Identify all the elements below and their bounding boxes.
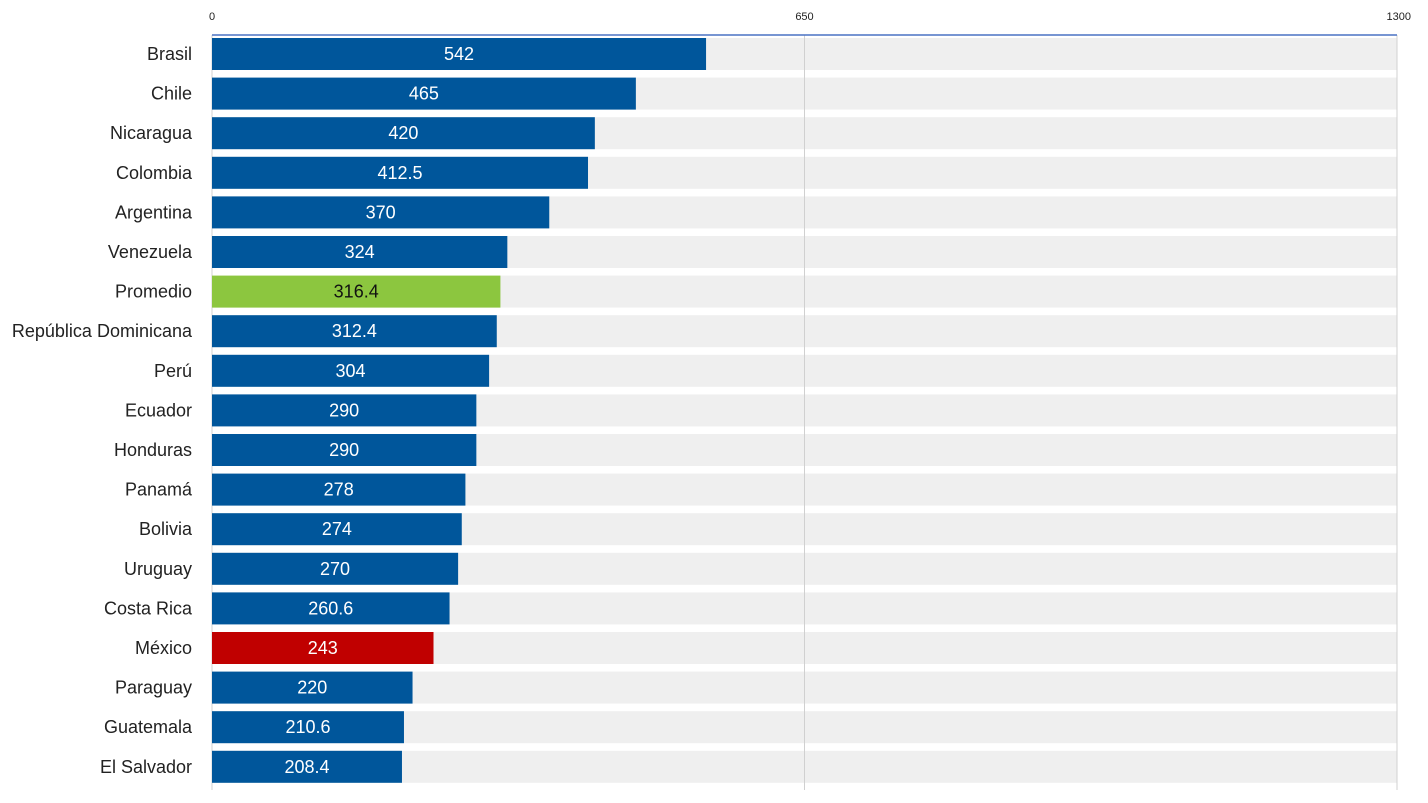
category-label: Ecuador	[125, 400, 192, 420]
category-label: El Salvador	[100, 757, 192, 777]
category-label: Nicaragua	[110, 123, 193, 143]
value-label: 312.4	[332, 321, 377, 341]
value-label: 208.4	[284, 757, 329, 777]
category-label: Guatemala	[104, 717, 193, 737]
category-label: Chile	[151, 84, 192, 104]
category-label: Argentina	[115, 202, 193, 222]
category-label: Colombia	[116, 163, 193, 183]
x-tick-label: 1300	[1387, 11, 1411, 23]
value-label: 542	[444, 44, 474, 64]
value-label: 270	[320, 559, 350, 579]
value-label: 220	[297, 678, 327, 698]
bar	[212, 750, 402, 783]
category-label: Promedio	[115, 282, 192, 302]
bar	[212, 196, 550, 229]
bar	[212, 434, 477, 466]
bars	[212, 38, 707, 783]
value-label: 290	[329, 400, 359, 420]
value-label: 278	[324, 480, 354, 500]
value-label: 243	[308, 638, 338, 658]
value-label: 304	[336, 361, 366, 381]
value-label: 274	[322, 519, 352, 539]
value-label: 465	[409, 84, 439, 104]
category-labels: Brasil Chile Nicaragua Colombia Argentina Ven…	[12, 44, 193, 777]
bar	[212, 38, 707, 70]
value-label: 260.6	[308, 598, 353, 618]
value-label: 370	[366, 202, 396, 222]
value-label: 290	[329, 440, 359, 460]
category-label: Uruguay	[124, 559, 192, 579]
value-label: 420	[388, 123, 418, 143]
value-label: 412.5	[377, 163, 422, 183]
bar	[212, 632, 434, 664]
category-label: Panamá	[125, 480, 193, 500]
x-axis: 0 650 1300	[209, 11, 1411, 36]
category-label: Costa Rica	[104, 598, 193, 618]
category-label: Perú	[154, 361, 192, 381]
bar	[212, 473, 466, 506]
bar	[212, 592, 450, 625]
x-tick-label: 0	[209, 11, 215, 23]
category-label: República Dominicana	[12, 321, 193, 341]
category-label: Brasil	[147, 44, 192, 64]
bar	[212, 156, 589, 189]
bar	[212, 552, 459, 585]
bar	[212, 711, 404, 744]
category-label: Paraguay	[115, 678, 192, 698]
bar	[212, 394, 477, 427]
category-label: Honduras	[114, 440, 192, 460]
category-label: México	[135, 638, 192, 658]
bar	[212, 117, 595, 150]
bar	[212, 77, 636, 110]
bar	[212, 671, 413, 704]
category-label: Venezuela	[108, 242, 193, 262]
bar	[212, 236, 508, 268]
value-label: 210.6	[285, 717, 330, 737]
bar	[212, 513, 462, 546]
value-label: 324	[345, 242, 375, 262]
x-tick-label: 650	[795, 11, 813, 23]
bar	[212, 354, 490, 387]
bar	[212, 315, 497, 348]
bar	[212, 275, 501, 308]
category-label: Bolivia	[139, 519, 193, 539]
value-label: 316.4	[334, 282, 379, 302]
